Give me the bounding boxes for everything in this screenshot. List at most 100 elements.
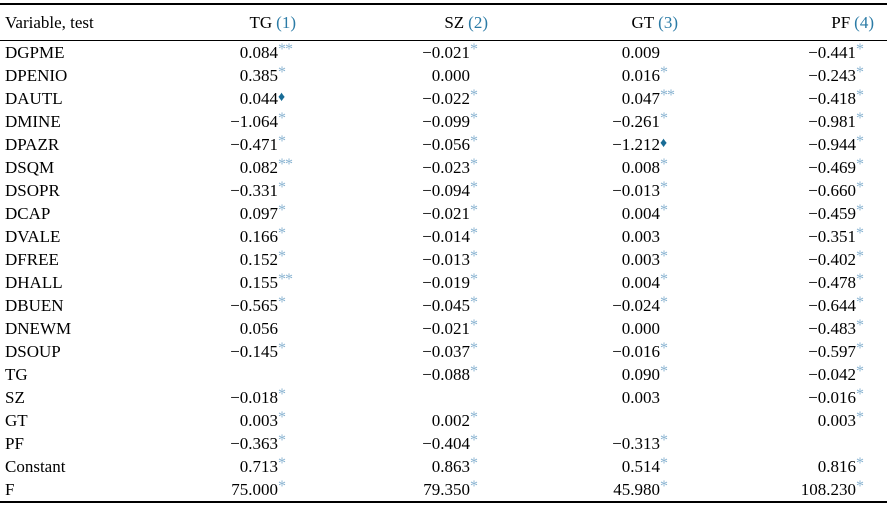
significance-marker: * <box>278 455 286 472</box>
significance-marker: * <box>278 64 286 81</box>
significance-marker: * <box>470 156 478 173</box>
column-name: PF <box>831 12 851 32</box>
cell-value: −0.056 <box>422 135 470 154</box>
model-number: (2) <box>468 12 488 32</box>
cell-value: 0.385 <box>239 66 278 85</box>
model-number: (3) <box>658 12 678 32</box>
regression-results-table: Variable, test TG (1) SZ (2) GT (3) PF (4) D… <box>0 3 887 503</box>
value-cell: 0.003* <box>678 409 887 432</box>
cell-value: −0.042 <box>808 365 856 384</box>
cell-value: 0.082 <box>239 158 278 177</box>
value-cell: −0.088* <box>296 363 488 386</box>
cell-value: −0.013 <box>612 181 660 200</box>
value-cell: 0.016* <box>488 64 678 87</box>
value-cell: 0.090* <box>488 363 678 386</box>
significance-marker: * <box>856 386 864 403</box>
value-cell: −0.469* <box>678 156 887 179</box>
table-row: DAUTL 0.044♦ −0.022* 0.047** −0.418* <box>0 87 887 110</box>
cell-value: −1.212 <box>612 135 660 154</box>
significance-marker: * <box>660 432 668 449</box>
value-cell: 0.155** <box>215 271 296 294</box>
value-cell: −0.471* <box>215 133 296 156</box>
row-label: PF <box>5 434 24 453</box>
cell-value: 0.003 <box>621 227 660 246</box>
row-label: DBUEN <box>5 296 64 315</box>
cell-value: −0.459 <box>808 204 856 223</box>
value-cell: 0.385* <box>215 64 296 87</box>
value-cell: −0.565* <box>215 294 296 317</box>
value-cell: −1.064* <box>215 110 296 133</box>
value-cell: −0.014* <box>296 225 488 248</box>
cell-value: 0.713 <box>239 457 278 476</box>
significance-marker: * <box>856 409 864 426</box>
value-cell: −0.037* <box>296 340 488 363</box>
significance-marker: * <box>278 340 286 357</box>
significance-marker: * <box>856 87 864 104</box>
row-label: GT <box>5 411 28 430</box>
column-header-pf: PF (4) <box>678 4 887 41</box>
cell-value: 0.016 <box>621 66 660 85</box>
cell-value: 0.514 <box>621 457 660 476</box>
significance-marker: * <box>856 271 864 288</box>
value-cell: 0.000 <box>488 317 678 340</box>
significance-marker: ♦ <box>278 90 286 105</box>
cell-value: −1.064 <box>230 112 278 131</box>
value-cell: 0.514* <box>488 455 678 478</box>
cell-value: 0.152 <box>239 250 278 269</box>
value-cell: 108.230* <box>678 478 887 502</box>
value-cell: −0.023* <box>296 156 488 179</box>
value-cell: 0.004* <box>488 271 678 294</box>
significance-marker: * <box>856 455 864 472</box>
significance-marker: ♦ <box>660 136 668 151</box>
significance-marker: * <box>278 409 286 426</box>
value-cell: −0.056* <box>296 133 488 156</box>
value-cell <box>296 386 488 409</box>
value-cell: −0.042* <box>678 363 887 386</box>
row-label: DSQM <box>5 158 55 177</box>
cell-value: −0.024 <box>612 296 660 315</box>
cell-value: −0.016 <box>808 388 856 407</box>
cell-value: −0.021 <box>422 319 470 338</box>
significance-marker: * <box>660 202 668 219</box>
significance-marker: * <box>278 432 286 449</box>
cell-value: 0.003 <box>817 411 856 430</box>
column-name: SZ <box>444 12 465 32</box>
cell-value: 0.003 <box>621 388 660 407</box>
table-row: DGPME 0.084** −0.021* 0.009 −0.441* <box>0 41 887 65</box>
table-row: DSOPR −0.331* −0.094* −0.013* −0.660* <box>0 179 887 202</box>
cell-value: −0.478 <box>808 273 856 292</box>
value-cell: 0.044♦ <box>215 87 296 110</box>
significance-marker: * <box>856 248 864 265</box>
value-cell: −0.981* <box>678 110 887 133</box>
cell-value: −0.019 <box>422 273 470 292</box>
value-cell: 0.097* <box>215 202 296 225</box>
value-cell: −0.478* <box>678 271 887 294</box>
value-cell: −0.404* <box>296 432 488 455</box>
table-row: DCAP 0.097* −0.021* 0.004* −0.459* <box>0 202 887 225</box>
cell-value: 0.004 <box>621 273 660 292</box>
table-row: TG −0.088* 0.090* −0.042* <box>0 363 887 386</box>
cell-value: −0.660 <box>808 181 856 200</box>
cell-value: 0.002 <box>431 411 470 430</box>
value-cell: 0.084** <box>215 41 296 65</box>
value-cell: −0.145* <box>215 340 296 363</box>
row-label: DVALE <box>5 227 61 246</box>
cell-value: −0.351 <box>808 227 856 246</box>
cell-value: −0.088 <box>422 365 470 384</box>
significance-marker: * <box>470 340 478 357</box>
significance-marker: * <box>856 156 864 173</box>
row-label: DCAP <box>5 204 51 223</box>
cell-value: −0.402 <box>808 250 856 269</box>
significance-marker: * <box>470 202 478 219</box>
value-cell: −0.483* <box>678 317 887 340</box>
cell-value: −0.981 <box>808 112 856 131</box>
value-cell: 0.056 <box>215 317 296 340</box>
cell-value: −0.469 <box>808 158 856 177</box>
value-cell: −0.351* <box>678 225 887 248</box>
header-row: Variable, test TG (1) SZ (2) GT (3) PF (4) <box>0 4 887 41</box>
value-cell: 0.816* <box>678 455 887 478</box>
value-cell: −0.018* <box>215 386 296 409</box>
cell-value: 79.350 <box>423 480 470 499</box>
column-header-variable: Variable, test <box>0 4 215 41</box>
